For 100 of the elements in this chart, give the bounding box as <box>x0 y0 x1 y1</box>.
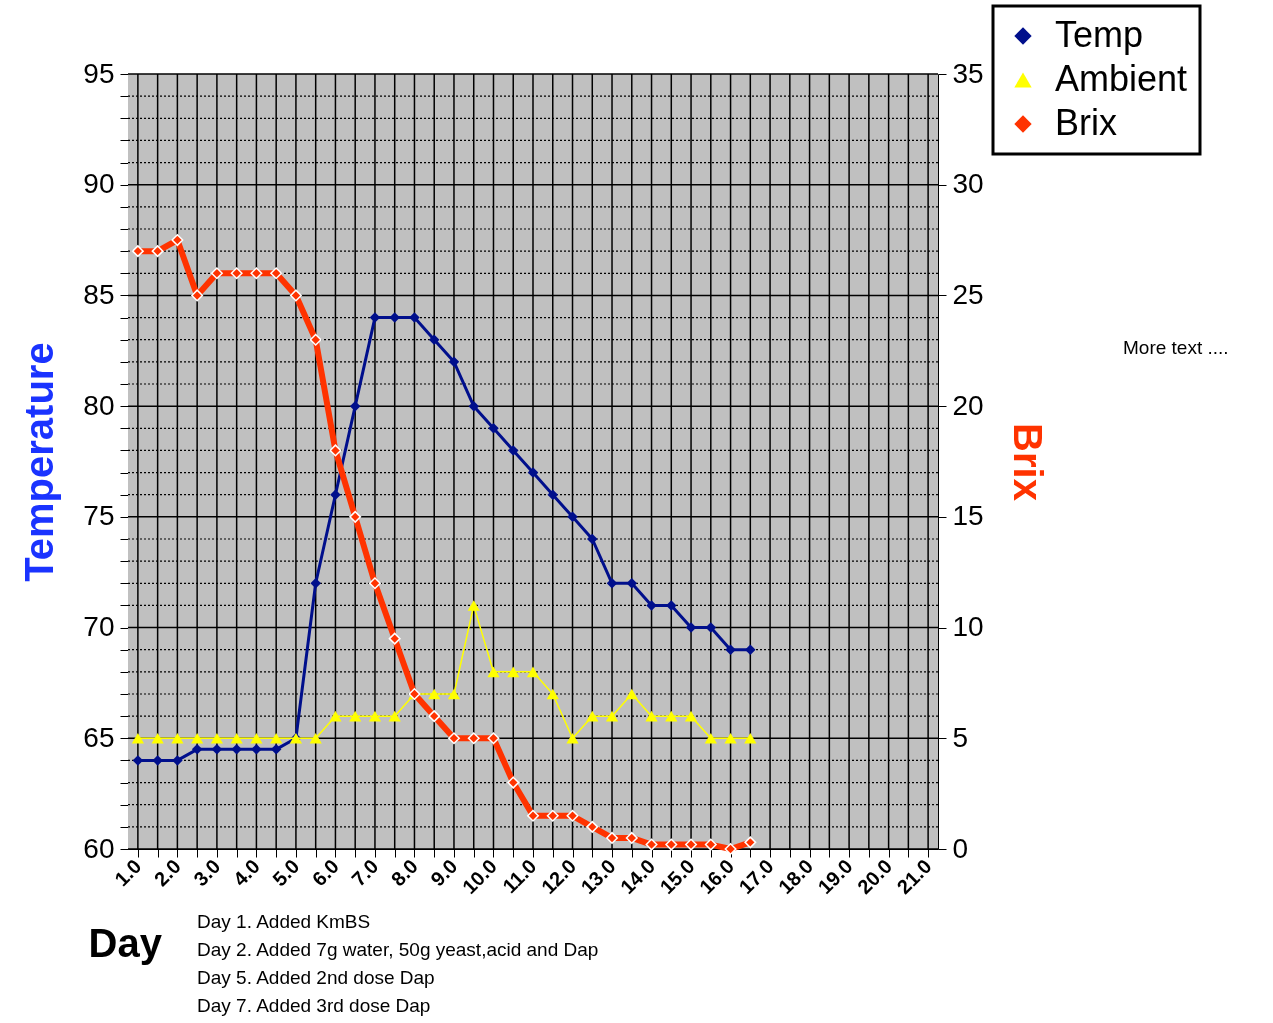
point <box>231 744 242 755</box>
point <box>566 732 579 744</box>
x-tick-label: 5.0 <box>268 855 304 891</box>
point <box>567 511 578 523</box>
y-tick-label: 60 <box>83 832 115 864</box>
point <box>547 489 558 500</box>
x-tick-label: 3.0 <box>189 855 225 891</box>
point <box>172 755 183 766</box>
point <box>210 267 223 280</box>
point <box>428 334 440 345</box>
x-axis-title: Day <box>88 920 163 965</box>
point <box>368 710 382 722</box>
y-tick-label: 90 <box>83 168 115 200</box>
point <box>409 312 420 323</box>
point <box>527 809 539 822</box>
point <box>646 600 657 611</box>
point <box>487 666 500 678</box>
point <box>508 445 519 456</box>
point <box>586 820 599 833</box>
y2-tick-label: 10 <box>952 611 984 643</box>
point <box>191 289 204 302</box>
y2-tick-label: 0 <box>952 832 969 864</box>
point <box>151 732 164 744</box>
point <box>665 710 678 722</box>
point <box>625 688 638 700</box>
point <box>625 831 638 844</box>
legend-label: Temp <box>1055 14 1144 55</box>
point <box>289 289 302 302</box>
point <box>605 710 619 722</box>
point <box>131 245 144 258</box>
point <box>467 600 480 611</box>
point <box>131 732 144 744</box>
point <box>487 732 500 745</box>
point <box>447 688 461 700</box>
point <box>488 423 499 434</box>
point <box>448 356 460 368</box>
point <box>745 644 756 655</box>
point <box>270 267 283 280</box>
point <box>606 831 619 844</box>
point <box>230 732 243 744</box>
point <box>626 578 638 589</box>
point <box>349 400 361 412</box>
point <box>330 489 341 500</box>
point <box>684 710 698 722</box>
point <box>704 732 717 744</box>
point <box>230 267 243 280</box>
point <box>250 267 263 280</box>
point <box>171 234 184 247</box>
point <box>507 666 520 678</box>
point <box>310 578 321 589</box>
point <box>645 838 658 851</box>
y-tick-label: 85 <box>83 278 115 310</box>
y2-axis-title: Brix <box>1005 423 1050 501</box>
x-tick-label: 7.0 <box>347 855 383 891</box>
point <box>251 744 262 755</box>
point <box>527 467 539 478</box>
y-tick-label: 65 <box>83 721 115 753</box>
point <box>725 644 736 655</box>
legend-label: Ambient <box>1055 58 1188 99</box>
point <box>309 732 322 744</box>
point <box>685 838 698 851</box>
point <box>388 710 401 722</box>
point <box>566 809 579 822</box>
point <box>191 732 204 744</box>
point <box>309 333 322 346</box>
text: Day 1. Added KmBS <box>197 911 371 932</box>
point <box>744 836 757 849</box>
point <box>191 744 203 755</box>
point <box>250 732 263 744</box>
y2-tick-label: 30 <box>952 168 984 200</box>
point <box>467 732 480 745</box>
point <box>329 444 342 457</box>
y2-tick-label: 5 <box>952 721 969 753</box>
point <box>151 245 164 258</box>
x-tick-label: 8.0 <box>386 855 423 891</box>
point <box>171 732 184 744</box>
text: Day 2. Added 7g water, 50g yeast,acid and Dap <box>197 939 599 960</box>
y-tick-label: 70 <box>83 611 115 643</box>
y2-tick-label: 20 <box>952 389 984 421</box>
point <box>349 510 362 523</box>
point <box>270 732 283 744</box>
point <box>329 710 342 722</box>
point <box>587 533 598 545</box>
point <box>388 632 401 645</box>
point <box>546 688 559 700</box>
text: Day 5. Added 2nd dose Dap <box>197 967 435 988</box>
y2-tick-label: 15 <box>952 500 984 532</box>
legend-label: Brix <box>1055 102 1117 143</box>
y-axis-title: Temperature <box>17 342 62 582</box>
y-tick-label: 80 <box>83 389 115 421</box>
text: Day 7. Added 3rd dose Dap <box>197 995 431 1016</box>
point <box>349 710 362 722</box>
point <box>645 710 658 722</box>
y2-tick-label: 25 <box>952 278 984 310</box>
point <box>704 838 717 851</box>
point <box>546 809 559 822</box>
point <box>666 600 677 611</box>
point <box>526 666 540 678</box>
point <box>606 578 618 589</box>
point <box>586 710 599 722</box>
